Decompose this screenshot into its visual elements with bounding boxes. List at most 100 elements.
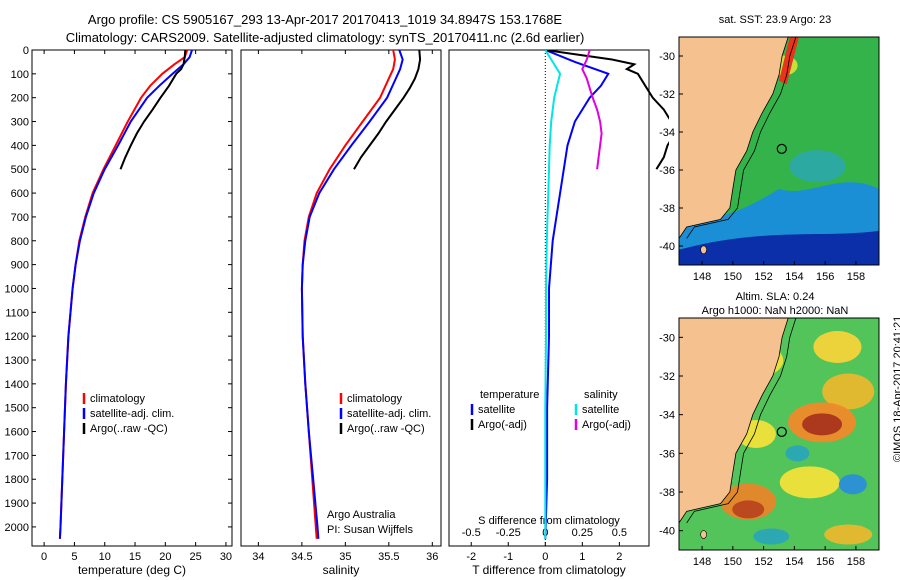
sla_map-xtick-label: 148 <box>693 556 711 568</box>
sla_map-xtick-label: 150 <box>724 556 742 568</box>
salinity-xtick-label: 34 <box>252 551 264 563</box>
sla_map-ytick-label: -34 <box>659 410 675 422</box>
sla_map-frame <box>678 317 880 551</box>
sst_map-argo-marker <box>776 143 787 155</box>
temperature-xtick-label: 5 <box>71 551 77 563</box>
sla_map-shelf-contour <box>686 318 797 524</box>
sla_map-ytick-label: -38 <box>659 487 675 499</box>
depth-tick-label: 1800 <box>5 474 29 486</box>
temperature-xtick-label: 25 <box>190 551 202 563</box>
pi-label: PI: Susan Wijffels <box>327 524 413 536</box>
sst_map-ytick-label: -34 <box>659 127 675 139</box>
salinity-xlabel: salinity <box>323 563 360 577</box>
sst_map-island <box>700 245 707 255</box>
sla-anomaly-blob <box>753 528 790 545</box>
argo-australia-label: Argo Australia <box>327 509 396 521</box>
temperature-xtick-label: 30 <box>220 551 232 563</box>
temperature-series-satellite-adj--clim- <box>58 50 193 539</box>
sla-anomaly-blob <box>838 474 867 495</box>
depth-tick-label: 1600 <box>5 427 29 439</box>
depth-tick-label: 1700 <box>5 450 29 462</box>
sst_map-xtick-label: 152 <box>754 271 772 283</box>
salinity-legend-label: climatology <box>347 393 403 405</box>
depth-tick-label: 1100 <box>5 307 29 319</box>
sla-map-title-line1: Altim. SLA: 0.24 <box>735 291 815 303</box>
sla-anomaly-blob <box>785 445 810 462</box>
sst_map-ytick-label: -38 <box>659 203 675 215</box>
sla-anomaly-blob <box>813 331 862 363</box>
difference-xtick-label: 1 <box>579 551 585 563</box>
difference-xtick-label: -1 <box>503 551 513 563</box>
salinity-diff-tick-label: 0.25 <box>572 527 593 539</box>
depth-tick-label: 900 <box>11 260 29 272</box>
sla_map-xtick-label: 156 <box>816 556 834 568</box>
sst_map-xtick-label: 154 <box>785 271 803 283</box>
sst_map-ytick-label: -32 <box>659 89 675 101</box>
depth-tick-label: 1300 <box>5 355 29 367</box>
sst-eddy <box>789 150 846 183</box>
sla_map-xtick-label: 152 <box>754 556 772 568</box>
diff-legend-label: satellite <box>582 404 619 416</box>
depth-tick-label: 1000 <box>5 283 29 295</box>
salinity-diff-tick-label: -0.5 <box>462 527 481 539</box>
depth-tick-label: 700 <box>11 212 29 224</box>
diff-legend-label: Argo(-adj) <box>582 419 631 431</box>
sst_map-ytick-label: -30 <box>659 51 675 63</box>
salinity-xtick-label: 34.5 <box>291 551 312 563</box>
salinity-series-satellite-adj--clim- <box>300 50 404 539</box>
temperature-legend-label: Argo(..raw -QC) <box>90 423 168 435</box>
depth-tick-label: 400 <box>11 140 29 152</box>
sla_map-xtick-label: 158 <box>847 556 865 568</box>
sla_map-ytick-label: -30 <box>659 332 675 344</box>
difference-xlabel: T difference from climatology <box>472 563 626 577</box>
depth-tick-label: 500 <box>11 164 29 176</box>
salinity-diff-axis-label: S difference from climatology <box>478 515 620 527</box>
difference-xtick-label: 2 <box>616 551 622 563</box>
temperature-xtick-label: 15 <box>129 551 141 563</box>
salinity-xtick-label: 35 <box>339 551 351 563</box>
salinity-xtick-label: 36 <box>426 551 438 563</box>
sla-anomaly-blob <box>732 500 765 519</box>
sst_map-ytick-label: -40 <box>659 241 675 253</box>
difference-series-2 <box>544 50 562 539</box>
depth-tick-label: 800 <box>11 236 29 248</box>
sla_map-ytick-label: -36 <box>659 448 675 460</box>
salinity-axes-box <box>240 49 442 547</box>
sla_map-ytick-label: -40 <box>659 526 675 538</box>
sla_map-land <box>679 318 789 524</box>
sst_map-ytick-label: -36 <box>659 165 675 177</box>
sla_map-layer <box>679 318 879 550</box>
temperature-axes-box <box>31 49 233 547</box>
sla_map-xtick-label: 154 <box>785 556 803 568</box>
depth-tick-label: 1200 <box>5 331 29 343</box>
sla_map-ytick-label: -32 <box>659 371 675 383</box>
sla_map-island <box>700 530 707 539</box>
sla-anomaly-blob <box>824 524 873 545</box>
salinity-xtick-label: 35.5 <box>378 551 399 563</box>
temperature-legend-label: climatology <box>90 393 146 405</box>
depth-tick-label: 600 <box>11 188 29 200</box>
depth-tick-label: 200 <box>11 93 29 105</box>
salinity-legend-label: satellite-adj. clim. <box>347 408 431 420</box>
salinity-legend-label: Argo(..raw -QC) <box>347 423 425 435</box>
depth-tick-label: 1900 <box>5 498 29 510</box>
depth-tick-label: 100 <box>11 69 29 81</box>
difference-series-3 <box>581 50 603 170</box>
figure-title-line1: Argo profile: CS 5905167_293 13-Apr-2017… <box>87 12 563 27</box>
difference-series-1 <box>545 50 669 170</box>
sla-map-title-line2: Argo h1000: NaN h2000: NaN <box>701 305 849 317</box>
diff-legend-label: Argo(-adj) <box>478 419 527 431</box>
sst_map-shelf-contour <box>686 37 797 239</box>
sla-anomaly-blob <box>822 373 875 410</box>
sst-map-title: sat. SST: 23.9 Argo: 23 <box>718 14 832 26</box>
figure-title-line2: Climatology: CARS2009. Satellite-adjuste… <box>65 30 585 45</box>
sst_map-layer <box>679 37 879 265</box>
diff-legend-label: satellite <box>478 404 515 416</box>
sst_map-xtick-label: 148 <box>693 271 711 283</box>
temperature-xtick-label: 0 <box>41 551 47 563</box>
sst_map-xtick-label: 156 <box>816 271 834 283</box>
sla_map-argo-marker <box>776 426 787 437</box>
sla-anomaly-blob <box>779 466 840 499</box>
depth-tick-label: 1400 <box>5 379 29 391</box>
